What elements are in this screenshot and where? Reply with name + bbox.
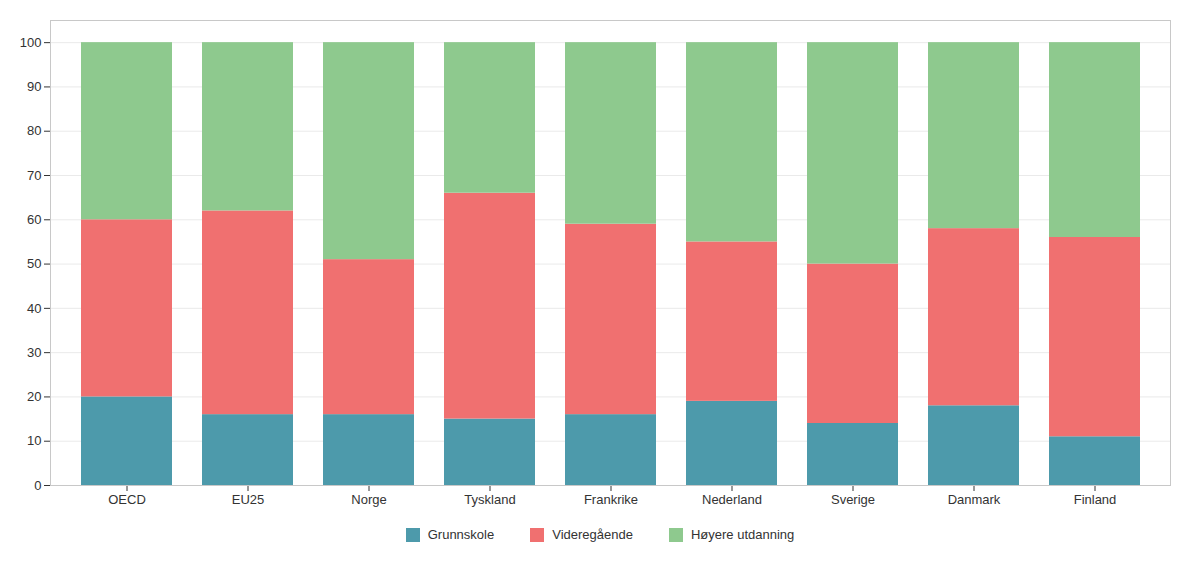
svg-text:80: 80: [27, 123, 41, 138]
svg-text:100: 100: [20, 35, 42, 50]
svg-text:90: 90: [27, 79, 41, 94]
svg-text:70: 70: [27, 168, 41, 183]
svg-text:Tyskland: Tyskland: [464, 492, 515, 507]
svg-text:30: 30: [27, 345, 41, 360]
html-text:Grunnskole: Grunnskole: [427, 527, 495, 542]
html-text:Videregående: Videregående: [552, 527, 633, 542]
svg-text:Finland: Finland: [1074, 492, 1117, 507]
svg-text:20: 20: [27, 389, 41, 404]
svg-text:40: 40: [27, 301, 41, 316]
svg-text:10: 10: [27, 433, 41, 448]
svg-text:Danmark: Danmark: [948, 492, 1001, 507]
svg-text:Norge: Norge: [351, 492, 386, 507]
html-text:Høyere utdanning: Høyere utdanning: [690, 527, 795, 542]
svg-text:60: 60: [27, 212, 41, 227]
svg-text:50: 50: [27, 256, 41, 271]
svg-text:Frankrike: Frankrike: [584, 492, 638, 507]
svg-text:Sverige: Sverige: [831, 492, 875, 507]
svg-text:EU25: EU25: [232, 492, 265, 507]
svg-text:OECD: OECD: [108, 492, 146, 507]
svg-text:Nederland: Nederland: [702, 492, 762, 507]
svg-text:0: 0: [34, 478, 41, 493]
